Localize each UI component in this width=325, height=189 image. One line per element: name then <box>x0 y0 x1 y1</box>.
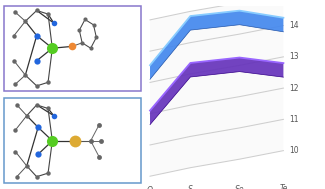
Text: Se: Se <box>235 185 244 189</box>
Text: O: O <box>147 186 153 189</box>
Polygon shape <box>150 119 283 176</box>
Polygon shape <box>150 57 283 125</box>
Polygon shape <box>150 88 283 145</box>
Text: 13: 13 <box>290 52 299 61</box>
Text: S: S <box>188 185 193 189</box>
Text: 11: 11 <box>290 115 299 124</box>
Text: 10: 10 <box>290 146 299 155</box>
Polygon shape <box>150 26 283 82</box>
Text: Te: Te <box>279 184 288 189</box>
Polygon shape <box>150 0 283 51</box>
Text: 12: 12 <box>290 84 299 93</box>
Text: 14: 14 <box>290 21 299 30</box>
Polygon shape <box>150 57 283 114</box>
FancyBboxPatch shape <box>5 6 140 91</box>
FancyBboxPatch shape <box>5 98 140 183</box>
Polygon shape <box>150 11 283 79</box>
